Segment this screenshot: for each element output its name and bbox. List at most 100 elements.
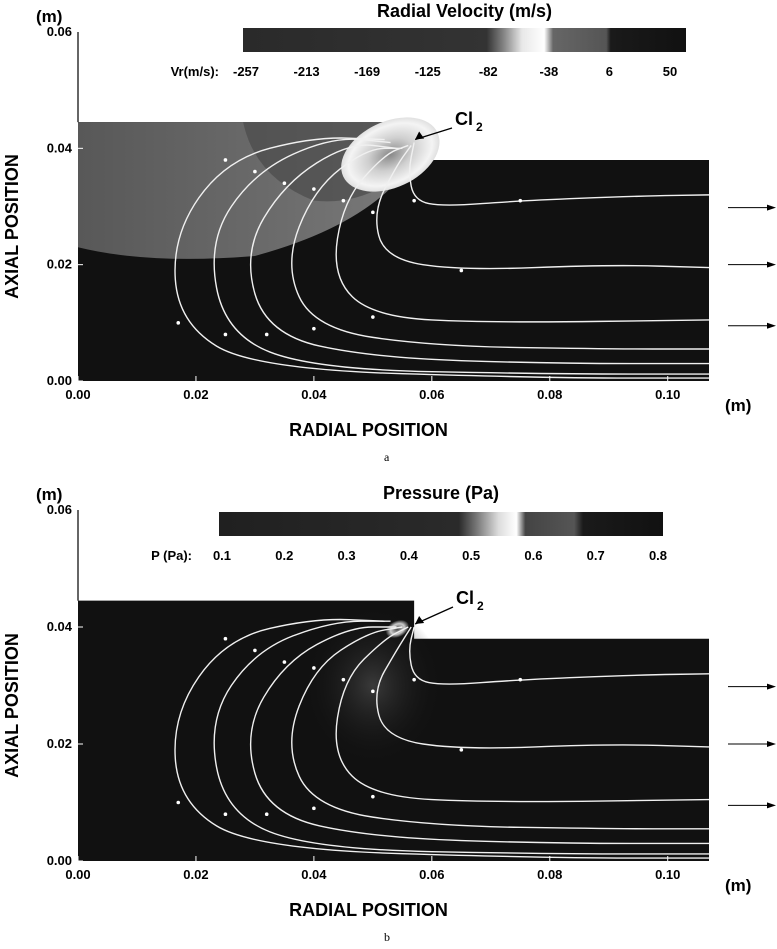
colorbar-tick-label: 0.5 xyxy=(462,548,480,563)
inlet-jet xyxy=(386,620,409,638)
inlet-pointer-head xyxy=(415,616,425,624)
colorbar-tick-label: -38 xyxy=(539,64,558,79)
streamline-arrow xyxy=(176,800,181,805)
colorbar-tick-label: 0.3 xyxy=(338,548,356,563)
streamline-arrow xyxy=(459,268,464,273)
y-unit-label: (m) xyxy=(36,7,62,26)
colorbar-label: P (Pa): xyxy=(151,548,192,563)
streamline-arrow xyxy=(253,648,257,653)
x-axis-label: RADIAL POSITION xyxy=(289,900,448,920)
x-tick-label: 0.02 xyxy=(183,387,208,402)
streamline-arrow xyxy=(223,636,228,641)
y-tick-label: 0.00 xyxy=(47,853,72,868)
axis-ticks: 0.00 0.02 0.04 0.06 0.08 0.10 0.00 0.02 0.04 0.06 xyxy=(47,24,681,402)
colorbar-tick-label: 0.1 xyxy=(213,548,231,563)
streamline xyxy=(376,145,710,270)
inlet-jet xyxy=(341,117,440,192)
colorbar-tick-label: -125 xyxy=(415,64,441,79)
x-tick-label: 0.00 xyxy=(65,387,90,402)
streamline-arrow xyxy=(412,677,416,682)
colorbar-tick-label: -169 xyxy=(354,64,380,79)
streamline-arrow xyxy=(282,660,287,664)
streamline-arrow xyxy=(518,198,523,203)
chart-b-svg: 0.00 0.02 0.04 0.06 0.08 0.10 0.00 0.02 0.04 0.06… xyxy=(2,483,776,920)
streamline xyxy=(409,142,710,206)
colorbar xyxy=(243,28,686,52)
inlet-label: Cl xyxy=(456,588,474,608)
streamline-arrow xyxy=(371,794,375,799)
x-tick-label: 0.04 xyxy=(301,387,327,402)
streamline-arrow xyxy=(371,689,375,694)
streamline-arrow xyxy=(459,748,464,752)
colorbar-tick-label: 0.2 xyxy=(275,548,293,563)
streamline xyxy=(213,620,709,855)
y-tick-label: 0.00 xyxy=(47,373,72,388)
colorbar-tick-label: 0.8 xyxy=(649,548,667,563)
streamline-arrow xyxy=(223,812,228,816)
streamline-arrow xyxy=(371,210,375,215)
y-tick-label: 0.02 xyxy=(47,257,72,272)
streamline xyxy=(174,137,709,379)
streamline-arrow xyxy=(264,812,269,816)
streamline-arrow xyxy=(312,806,316,811)
colorbar-tick-label: 0.7 xyxy=(587,548,605,563)
pressure-halo xyxy=(302,605,443,766)
x-tick-label: 0.10 xyxy=(655,387,680,402)
streamline-arrow xyxy=(371,315,375,319)
streamline xyxy=(174,618,709,859)
x-tick-label: 0.06 xyxy=(419,387,444,402)
colorbar-tick-label: 6 xyxy=(606,64,613,79)
streamline xyxy=(409,626,710,685)
streamline-arrow xyxy=(518,677,523,682)
streamline xyxy=(291,147,709,350)
panel-b: 0.00 0.02 0.04 0.06 0.08 0.10 0.00 0.02 0.04 0.06… xyxy=(0,480,777,944)
panel-a: 0.00 0.02 0.04 0.06 0.08 0.10 0.00 0.02 0.04 0.06… xyxy=(0,0,777,472)
outflow-arrow-head xyxy=(767,683,776,690)
y-tick-label: 0.06 xyxy=(47,502,72,517)
streamline-arrow xyxy=(312,666,316,670)
colorbar xyxy=(219,512,663,536)
y-axis-label: AXIAL POSITION xyxy=(2,154,22,299)
streamline-arrow xyxy=(176,321,181,325)
outflow-arrow-head xyxy=(767,741,776,747)
x-tick-label: 0.08 xyxy=(537,387,562,402)
streamline xyxy=(335,626,710,803)
panel-label-a: a xyxy=(384,450,390,464)
colorbar-tick-label: -257 xyxy=(233,64,259,79)
colorbar-tick-label: 50 xyxy=(663,64,677,79)
inlet-label: Cl xyxy=(455,109,473,129)
y-tick-label: 0.02 xyxy=(47,736,72,751)
streamline-arrow xyxy=(223,158,228,162)
colorbar-tick-label: 0.6 xyxy=(524,548,542,563)
inlet-label-subscript: 2 xyxy=(477,599,484,613)
streamline-arrow xyxy=(282,181,287,186)
colorbar-label: Vr(m/s): xyxy=(171,64,219,79)
streamline xyxy=(291,626,709,830)
streamline xyxy=(213,138,709,375)
outflow-arrow-head xyxy=(767,322,776,329)
y-axis-label: AXIAL POSITION xyxy=(2,633,22,778)
streamline-arrow xyxy=(341,198,346,203)
streamline xyxy=(376,626,710,749)
x-axis-label: RADIAL POSITION xyxy=(289,420,448,440)
outflow-arrow-head xyxy=(767,204,776,211)
streamline-arrow xyxy=(264,332,269,337)
x-tick-label: 0.00 xyxy=(65,867,90,882)
x-tick-label: 0.10 xyxy=(655,867,680,882)
y-tick-label: 0.06 xyxy=(47,24,72,39)
inlet-pointer-head xyxy=(415,131,425,140)
x-unit-label: (m) xyxy=(725,876,751,895)
y-tick-label: 0.04 xyxy=(47,140,73,155)
y-tick-label: 0.04 xyxy=(47,619,73,634)
streamline-arrow xyxy=(223,332,228,337)
outflow-arrow-head xyxy=(767,261,776,268)
chart-title: Pressure (Pa) xyxy=(383,483,499,503)
axis-ticks: 0.00 0.02 0.04 0.06 0.08 0.10 0.00 0.02 0.04 0.06 xyxy=(47,502,681,882)
streamline-arrow xyxy=(312,187,316,191)
colorbar-tick-label: -82 xyxy=(479,64,498,79)
x-tick-label: 0.02 xyxy=(183,867,208,882)
chart-a-svg: 0.00 0.02 0.04 0.06 0.08 0.10 0.00 0.02 0.04 0.06… xyxy=(2,1,776,440)
streamline xyxy=(249,626,709,845)
streamline-arrow xyxy=(253,169,257,174)
colorbar-tick-label: 0.4 xyxy=(400,548,419,563)
